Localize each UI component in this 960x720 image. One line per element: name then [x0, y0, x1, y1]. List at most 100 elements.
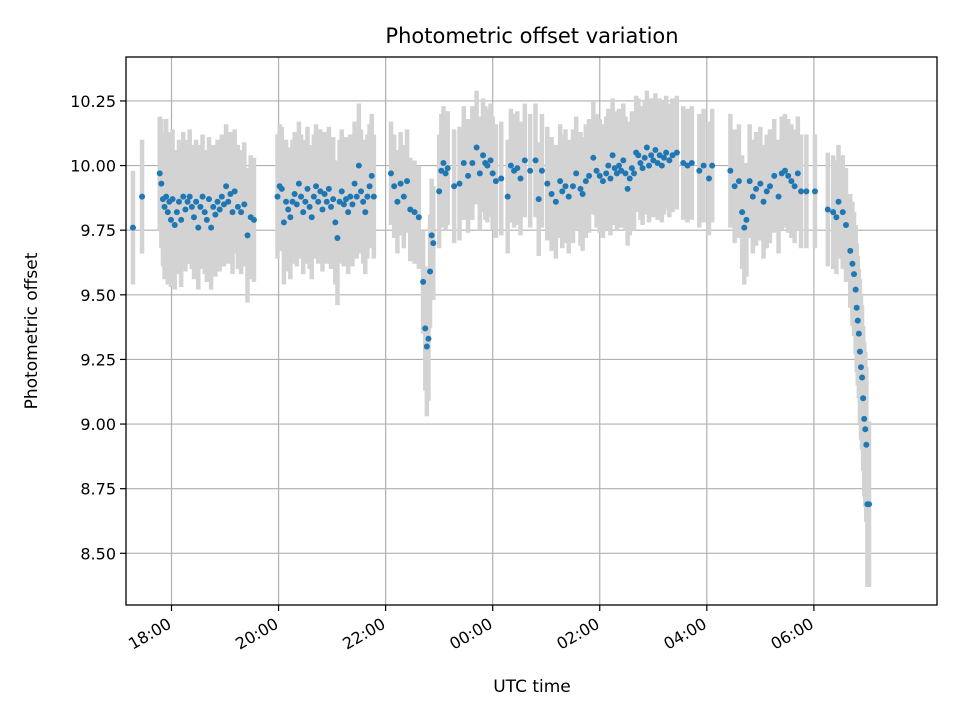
data-point [173, 209, 180, 216]
data-point [562, 183, 569, 190]
data-point [440, 159, 447, 166]
y-tick-label: 9.00 [80, 415, 116, 434]
data-point [436, 188, 443, 195]
data-point [338, 188, 345, 195]
data-point [565, 193, 572, 200]
data-point [605, 162, 612, 169]
data-point [532, 157, 539, 164]
data-point [811, 188, 818, 195]
data-point [660, 154, 667, 161]
data-point [129, 224, 136, 231]
data-point [250, 216, 257, 223]
data-point [596, 172, 603, 179]
data-point [366, 183, 373, 190]
data-point [323, 198, 330, 205]
data-point [859, 374, 866, 381]
data-point [863, 441, 870, 448]
data-point [760, 198, 767, 205]
data-point [853, 304, 860, 311]
data-point [302, 198, 309, 205]
data-point [480, 152, 487, 159]
data-point [727, 167, 734, 174]
data-point [404, 178, 411, 185]
data-point [188, 203, 195, 210]
data-point [794, 170, 801, 177]
data-point [622, 170, 629, 177]
data-point [193, 198, 200, 205]
data-point [666, 157, 673, 164]
data-point [835, 198, 842, 205]
data-point [216, 206, 223, 213]
data-point [330, 196, 337, 203]
data-point [280, 219, 287, 226]
data-point [355, 162, 362, 169]
data-point [788, 178, 795, 185]
data-point [763, 188, 770, 195]
data-point [182, 206, 189, 213]
data-point [415, 214, 422, 221]
data-point [473, 144, 480, 151]
data-point [743, 216, 750, 223]
data-point [648, 152, 655, 159]
data-point [569, 183, 576, 190]
data-point [833, 214, 840, 221]
data-point [582, 178, 589, 185]
data-point [842, 222, 849, 229]
data-point [451, 183, 458, 190]
data-point [785, 172, 792, 179]
data-point [214, 198, 221, 205]
y-tick-label: 10.00 [70, 157, 116, 176]
data-point [308, 214, 315, 221]
data-point [345, 209, 352, 216]
data-point [631, 170, 638, 177]
data-point [456, 180, 463, 187]
data-point [663, 149, 670, 156]
data-point [781, 167, 788, 174]
data-point [190, 214, 197, 221]
point-layer [129, 144, 873, 508]
data-point [295, 180, 302, 187]
data-point [548, 191, 555, 197]
data-point [321, 191, 328, 197]
data-point [304, 185, 311, 192]
data-point [628, 165, 635, 172]
data-point [218, 193, 225, 200]
data-point [599, 178, 606, 185]
data-point [557, 178, 564, 185]
data-point [293, 201, 300, 208]
data-point [753, 185, 760, 192]
data-point [857, 364, 864, 371]
y-tick-label: 9.75 [80, 221, 116, 240]
data-point [325, 185, 332, 192]
data-point [830, 209, 837, 216]
data-point [370, 193, 377, 200]
data-point [397, 180, 404, 187]
data-point [741, 224, 748, 231]
data-point [195, 224, 202, 231]
data-point [476, 170, 483, 177]
data-point [590, 154, 597, 161]
data-point [616, 162, 623, 169]
data-point [283, 198, 290, 205]
data-point [577, 185, 584, 192]
data-point [430, 240, 437, 247]
data-point [244, 232, 251, 239]
data-point [739, 209, 746, 216]
data-point [315, 198, 322, 205]
data-point [340, 201, 347, 208]
data-point [319, 206, 326, 213]
data-point [757, 180, 764, 187]
data-point [349, 201, 356, 208]
data-point [229, 209, 236, 216]
data-point [171, 222, 178, 229]
data-point [775, 193, 782, 200]
y-axis-title: Photometric offset [22, 252, 42, 409]
data-point [364, 193, 371, 200]
data-point [442, 170, 449, 177]
data-point [862, 426, 869, 433]
chart-title: Photometric offset variation [385, 24, 678, 48]
data-point [535, 196, 542, 203]
y-tick-label: 9.50 [80, 286, 116, 305]
data-point [423, 343, 430, 350]
